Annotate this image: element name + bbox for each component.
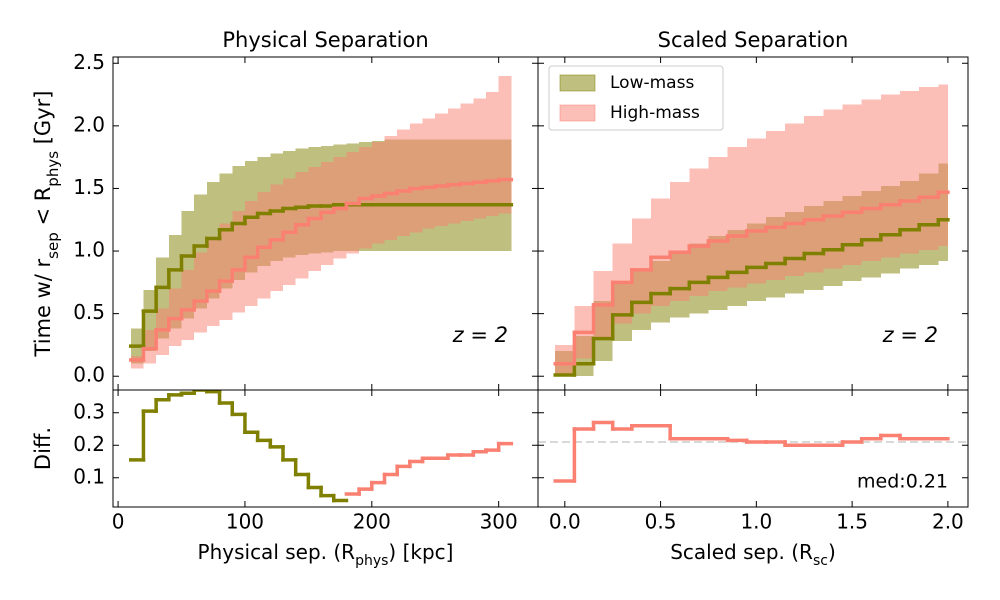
x-tick-label: 0.5	[645, 510, 677, 534]
plot-area	[129, 390, 514, 503]
band-bin	[746, 138, 766, 284]
band-bin	[181, 269, 195, 340]
x-tick-label: 2.0	[932, 510, 964, 534]
annotation: z = 2	[452, 323, 508, 347]
band-bin	[143, 329, 157, 364]
annotation: z = 2	[882, 323, 938, 347]
y-tick-label: 0.0	[73, 363, 105, 387]
band-bin	[371, 142, 385, 244]
band-bin	[938, 84, 948, 247]
band-bin	[435, 113, 448, 227]
panel: Scaled Separation z = 2 Low-mass High-mass	[537, 28, 969, 391]
band-bin	[384, 135, 398, 240]
band-bin	[708, 157, 728, 292]
band-bin	[765, 130, 786, 280]
band-bin	[555, 344, 575, 374]
label-part: Physical sep. (R	[198, 540, 356, 564]
y-tick-label: 0.1	[73, 464, 105, 488]
label-part: sep	[44, 232, 62, 259]
label-part: phys	[44, 151, 62, 187]
label-part: < R	[31, 187, 55, 233]
band-bin	[447, 108, 461, 224]
y-tick-label: 0.2	[73, 432, 105, 456]
x-tick-label: 1.5	[836, 510, 868, 534]
axes-frame	[537, 389, 969, 508]
y-tick-label: 0.5	[73, 300, 105, 324]
band-bin	[900, 90, 920, 254]
band-bin	[689, 168, 709, 297]
legend-swatch	[559, 104, 596, 122]
band-bin	[785, 123, 805, 277]
label-part: phys	[355, 553, 388, 569]
panel-title: Physical Separation	[222, 28, 428, 52]
band-bin	[422, 118, 436, 229]
x-tick-label: 200	[353, 510, 391, 534]
panel-title: Scaled Separation	[658, 28, 849, 52]
axes-frame	[112, 389, 539, 508]
label-part: )	[828, 540, 836, 564]
band-bin	[919, 87, 939, 250]
band-bin	[397, 129, 410, 237]
band-bin	[651, 198, 671, 307]
band-bin	[219, 223, 233, 320]
plot-area	[129, 75, 514, 369]
x-tick-label: 1.0	[740, 510, 772, 534]
y-tick-label: 0.3	[73, 399, 105, 423]
band-bin	[823, 109, 843, 269]
y-axis-label: Diff.	[31, 427, 55, 470]
label-part: Diff.	[31, 427, 55, 470]
x-tick-label: 300	[480, 510, 518, 534]
band-bin	[156, 308, 169, 355]
label-part: Time w/ r	[31, 258, 55, 357]
band-bin	[804, 115, 824, 273]
legend: Low-mass High-mass	[548, 65, 724, 131]
band-bin	[842, 104, 862, 265]
panel: med:0.21 0.0 0.5 1.0 1.5 2.0 Scaled sep. (Rsc)	[537, 389, 969, 570]
plot-area	[538, 420, 968, 483]
y-tick-label: 1.5	[73, 175, 105, 199]
band-bin	[498, 75, 512, 214]
legend-label: High-mass	[610, 103, 700, 123]
band-bin	[130, 356, 144, 369]
band-bin	[257, 192, 271, 299]
label-part: Scaled sep. (R	[670, 540, 813, 564]
panel: 0 100 200 300 0.1 0.2 0.3 Physical sep. (Rphys)…	[31, 389, 539, 570]
band-bin	[861, 99, 881, 262]
x-axis-label: Scaled sep. (Rsc)	[670, 540, 836, 570]
band-bin	[194, 252, 207, 333]
label-part: sc	[813, 553, 828, 569]
band-bin	[670, 182, 690, 302]
y-axis-label: Time w/ rsep < Rphys [Gyr]	[31, 91, 62, 358]
band-bin	[270, 184, 283, 292]
median-label: med:0.21	[857, 471, 948, 493]
label-part: [Gyr]	[31, 91, 55, 151]
legend-label: Low-mass	[610, 73, 694, 93]
band-bin	[727, 147, 747, 288]
band-bin	[485, 92, 499, 216]
band-bin	[244, 200, 258, 307]
band-bin	[631, 218, 652, 314]
band-bin	[409, 123, 423, 233]
y-tick-label: 2.5	[73, 50, 105, 74]
x-tick-label: 100	[226, 510, 264, 534]
x-tick-label: 0	[112, 510, 125, 534]
band-bin	[880, 94, 901, 258]
y-tick-label: 1.0	[73, 238, 105, 262]
y-tick-label: 2.0	[73, 112, 105, 136]
label-part: ) [kpc]	[388, 540, 453, 564]
band-bin	[460, 103, 474, 221]
panel: 0.0 0.5 1.0 1.5 2.0 2.5 Physical Separation z =…	[31, 28, 539, 391]
x-tick-label: 0.0	[549, 510, 581, 534]
band-bin	[206, 237, 220, 327]
plot-area	[553, 84, 950, 377]
legend-swatch	[559, 74, 596, 92]
band-bin	[232, 210, 245, 313]
x-axis-label: Physical sep. (Rphys) [kpc]	[198, 540, 454, 570]
band-bin	[473, 98, 486, 219]
